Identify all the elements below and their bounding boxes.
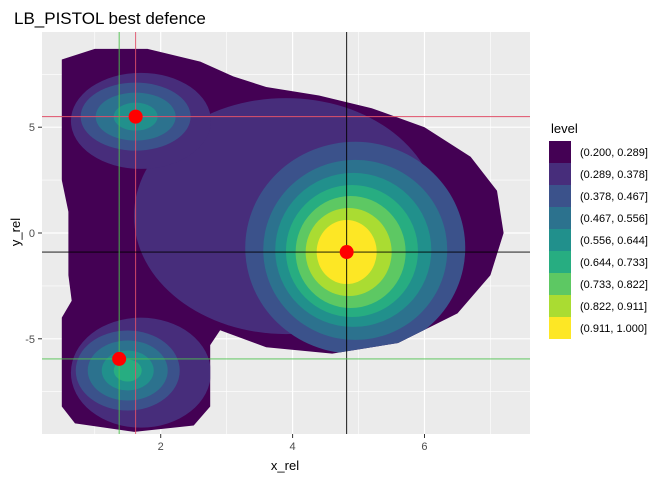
legend-label: (0.289, 0.378] (580, 169, 648, 181)
legend-swatch (549, 163, 571, 185)
y-tick-label: 0 (29, 228, 35, 240)
legend-label: (0.556, 0.644] (580, 235, 648, 247)
legend-label: (0.644, 0.733] (580, 257, 648, 269)
x-tick-label: 4 (290, 441, 296, 453)
peak-point (339, 245, 354, 260)
x-axis-label: x_rel (271, 458, 299, 473)
peak-point (112, 351, 127, 366)
x-axis-ticks: 2 4 6 (158, 434, 428, 453)
legend-label: (0.822, 0.911] (580, 301, 647, 313)
legend-title: level (551, 121, 578, 136)
y-tick-label: -5 (25, 334, 35, 346)
legend-label: (0.733, 0.822] (580, 279, 648, 291)
legend-swatch (549, 295, 571, 317)
legend-swatch (549, 317, 571, 339)
legend-label: (0.911, 1.000] (580, 323, 647, 335)
y-axis-label: y_rel (8, 218, 23, 246)
legend-swatch (549, 229, 571, 251)
y-tick-label: 5 (29, 122, 35, 134)
legend-swatch (549, 207, 571, 229)
x-tick-label: 2 (158, 441, 164, 453)
x-tick-label: 6 (421, 441, 427, 453)
peak-points (112, 109, 354, 366)
legend-swatch (549, 251, 571, 273)
chart-title: LB_PISTOL best defence (14, 9, 206, 28)
legend-swatch (549, 141, 571, 163)
legend-label: (0.467, 0.556] (580, 213, 648, 225)
legend-swatch (549, 273, 571, 295)
legend: level (0.200, 0.289] (0.289, 0.378] (0.378… (549, 121, 648, 339)
y-axis-ticks: -5 0 5 (25, 122, 42, 346)
legend-label: (0.200, 0.289] (580, 147, 648, 159)
legend-swatch (549, 185, 571, 207)
legend-label: (0.378, 0.467] (580, 191, 648, 203)
peak-point (128, 109, 143, 124)
